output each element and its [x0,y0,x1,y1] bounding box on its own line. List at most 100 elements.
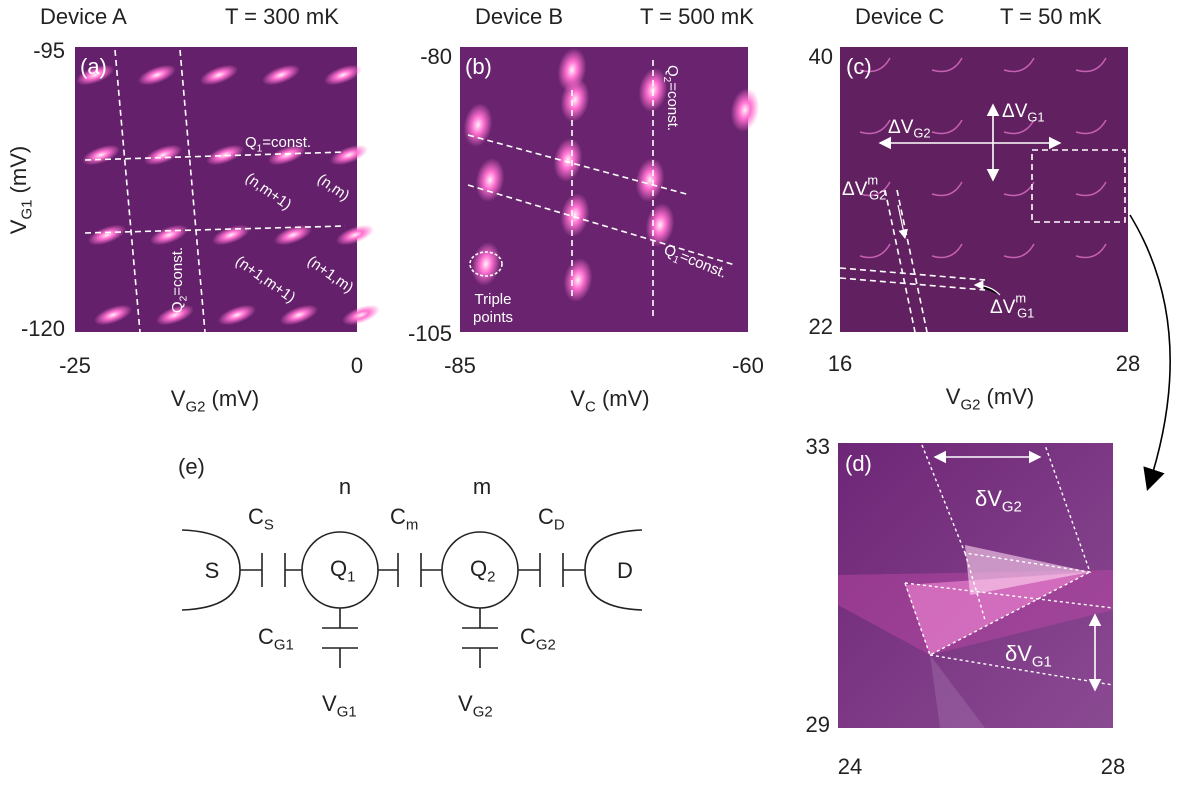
y-tick-label: 29 [806,712,830,737]
panel-label: (a) [80,54,107,79]
device-label: Device A [40,4,127,29]
circuit-label: VG1 [322,691,357,721]
subscript: 2 [661,77,672,83]
subscript: G2 [913,126,930,141]
subscript: G1 [1032,654,1052,671]
text-main: V [6,219,31,234]
feature [200,64,238,86]
panel-e: (e) n m S D CS Cm CD Q1 Q2 CG1 CG2 VG1 V… [178,454,643,721]
x-axis-label: VG2 (mV) [171,386,259,416]
text-main: C [258,624,274,649]
feature [931,243,963,259]
heatmap-feature [930,655,985,728]
circuit-label: Q2 [470,556,495,586]
feature [212,224,250,246]
y-tick-label: -120 [21,316,65,341]
text-main: V [570,386,585,411]
panel-c: Device C T = 50 mK (c) 40 22 16 28 VG2 (… [809,4,1141,414]
subscript: G1 [1027,110,1044,125]
feature [931,119,963,135]
text-rest: =const. [169,247,186,296]
circuit-label: CD [538,504,565,534]
circuit-label: n [339,474,351,499]
circuit-label: CS [248,504,274,534]
feature [138,64,176,86]
text-rest: =const. [664,82,681,131]
subscript: D [554,517,565,534]
circuit-label: S [205,558,220,583]
annotation: ΔVm G1 [990,291,1034,321]
temperature: T = 500 mK [640,4,754,29]
heatmap-features [463,48,760,302]
subscript: G1 [274,637,294,654]
annotation: points [473,309,513,326]
guide-lines [467,60,736,318]
text-main: δV [1005,641,1032,666]
device-label: Device B [475,4,563,29]
subscript: G1 [1017,306,1034,321]
feature [280,304,318,326]
subscript: m [406,517,418,534]
subscript: 2 [487,569,495,586]
text-main: δV [975,486,1002,511]
subscript: G2 [1002,499,1022,516]
x-axis-label: VG2 (mV) [946,384,1034,414]
subscript: S [264,517,274,534]
panel-a: Device A T = 300 mK (a) -95 -120 -25 0 V… [6,4,380,416]
text-main: Q [169,301,186,313]
feature [262,64,300,86]
feature [1003,243,1035,259]
circuit-label: D [617,558,633,583]
subscript: G2 [536,637,556,654]
x-axis-label: VC (mV) [570,386,649,416]
x-tick-label: 0 [351,353,363,378]
text-main: C [538,504,554,529]
feature [471,242,501,286]
text-main: ΔV [888,117,914,138]
circuit [181,529,643,668]
subscript: 1 [347,569,355,586]
x-tick-label: -60 [732,353,764,378]
circuit-label: CG2 [520,624,556,654]
text-main: C [390,504,406,529]
x-tick-label: -85 [444,353,476,378]
annotation: δVG1 [1005,641,1052,671]
text-main: Q [470,556,487,581]
superscript: m [1015,291,1026,306]
text-rest: =const. [262,134,311,151]
heatmap [75,47,357,332]
annotation: Q2=const. [169,247,189,313]
text-main: ΔV [1002,101,1028,122]
feature [144,144,182,166]
feature [931,181,963,197]
subscript: C [585,399,596,416]
feature [342,304,380,326]
subscript: G2 [960,397,980,414]
text-main: ΔV [842,179,868,200]
feature [324,64,362,86]
heatmap-feature [965,545,1090,595]
annotation: Triple [475,291,512,308]
feature [1075,57,1107,73]
heatmap-features [76,64,380,326]
text-main: V [458,691,473,716]
subscript: 1 [257,143,263,154]
subscript: G2 [869,188,886,203]
feature [560,193,590,237]
feature [218,304,256,326]
x-tick-label: 24 [838,754,862,779]
feature [336,224,374,246]
text-rest: (mV) [596,386,650,411]
text-rest: (mV) [980,384,1034,409]
circuit-label: m [473,474,491,499]
zoom-arrow [1129,214,1171,492]
superscript: m [867,173,878,188]
y-tick-label: -105 [408,321,452,346]
text-main: C [520,624,536,649]
panel-label: (d) [845,451,872,476]
text-main: C [248,504,264,529]
feature [563,258,593,302]
heatmap-feature [905,572,1090,655]
y-tick-label: -95 [33,38,65,63]
feature [274,224,312,246]
